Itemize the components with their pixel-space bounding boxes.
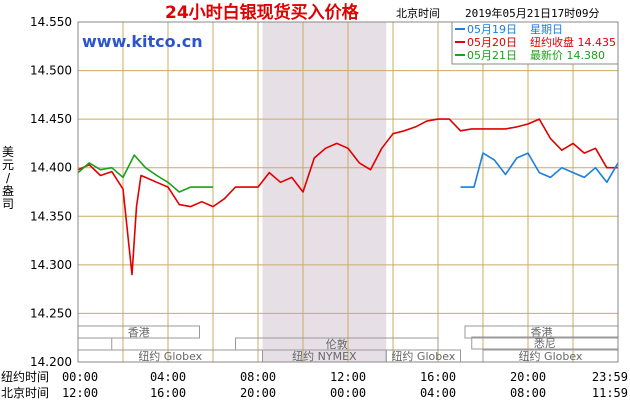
y-axis-title-char: 元	[2, 158, 14, 172]
y-axis-title-char: /	[6, 171, 11, 185]
x-row-label-ny: 纽约时间	[1, 369, 49, 384]
legend-date: 05月19日	[467, 23, 517, 36]
market-session-label: 伦敦	[326, 337, 348, 351]
x-tick-label-ny: 12:00	[330, 370, 366, 384]
x-tick-label-bj: 12:00	[62, 386, 98, 400]
y-axis-title-char: 盎	[2, 184, 14, 198]
x-tick-label-bj: 20:00	[240, 386, 276, 400]
x-tick-label-bj: 00:00	[330, 386, 366, 400]
y-tick-label: 14.400	[30, 161, 72, 175]
x-row-label-bj: 北京时间	[1, 386, 49, 400]
x-tick-label-bj: 04:00	[420, 386, 456, 400]
plot-frame	[77, 21, 619, 363]
legend-note: 星期日	[530, 23, 563, 36]
shaded-band	[262, 22, 387, 362]
y-axis-title: 美元/盎司	[2, 145, 14, 211]
y-tick-label: 14.550	[30, 15, 72, 29]
y-tick-label: 14.200	[30, 355, 72, 369]
x-tick-label-ny: 08:00	[240, 370, 276, 384]
legend: 05月19日 星期日 05月20日 纽约收盘 14.435 05月21日 最新价 14.3…	[451, 21, 619, 65]
market-session-label: 纽约 Globex	[391, 349, 455, 363]
x-tick-label-ny: 04:00	[150, 370, 186, 384]
x-tick-label-ny: 20:00	[510, 370, 546, 384]
y-tick-label: 14.450	[30, 112, 72, 126]
x-tick-label-ny: 16:00	[420, 370, 456, 384]
x-tick-label-ny: 00:00	[62, 370, 98, 384]
y-tick-label: 14.300	[30, 258, 72, 272]
legend-date: 05月20日	[467, 36, 517, 49]
market-session-label: 纽约 Globex	[138, 349, 202, 363]
legend-date: 05月21日	[467, 49, 517, 62]
price-series	[77, 118, 619, 276]
y-tick-label: 14.500	[30, 64, 72, 78]
market-session-label: 纽约 NYMEX	[292, 349, 357, 363]
market-session-label: 纽约 Globex	[519, 349, 583, 363]
watermark: www.kitco.cn	[82, 32, 203, 51]
y-tick-label: 14.350	[30, 209, 72, 223]
y-tick-labels: 14.550 14.500 14.450 14.400 14.350 14.300 14.2…	[30, 15, 72, 369]
x-tick-label-bj: 16:00	[150, 386, 186, 400]
y-axis-title-char: 司	[2, 197, 14, 211]
market-session-label: 香港	[128, 326, 150, 339]
y-axis-title-text: 美元/盎司	[2, 145, 14, 211]
y-axis-title-char: 美	[2, 145, 14, 159]
market-session-label: 香港	[531, 326, 553, 339]
series-line-05月19日	[460, 152, 619, 188]
legend-note: 纽约收盘 14.435	[530, 35, 616, 49]
x-tick-label-bj: 08:00	[510, 386, 546, 400]
x-tick-label-bj: 11:59	[592, 386, 628, 400]
market-session-label: 悉尼	[534, 337, 556, 350]
chart-title: 24小时白银现货买入价格	[165, 2, 360, 23]
datetime-label: 2019年05月21日17时09分	[465, 6, 599, 20]
legend-box	[451, 21, 619, 65]
shaded-region	[262, 22, 387, 362]
series-line-05月20日	[77, 118, 618, 276]
y-tick-label: 14.250	[30, 306, 72, 320]
location-time-label: 北京时间	[396, 6, 440, 20]
x-tick-label-ny: 23:59	[592, 370, 628, 384]
legend-note: 最新价 14.380	[530, 48, 605, 62]
series-line-05月21日	[77, 154, 213, 193]
